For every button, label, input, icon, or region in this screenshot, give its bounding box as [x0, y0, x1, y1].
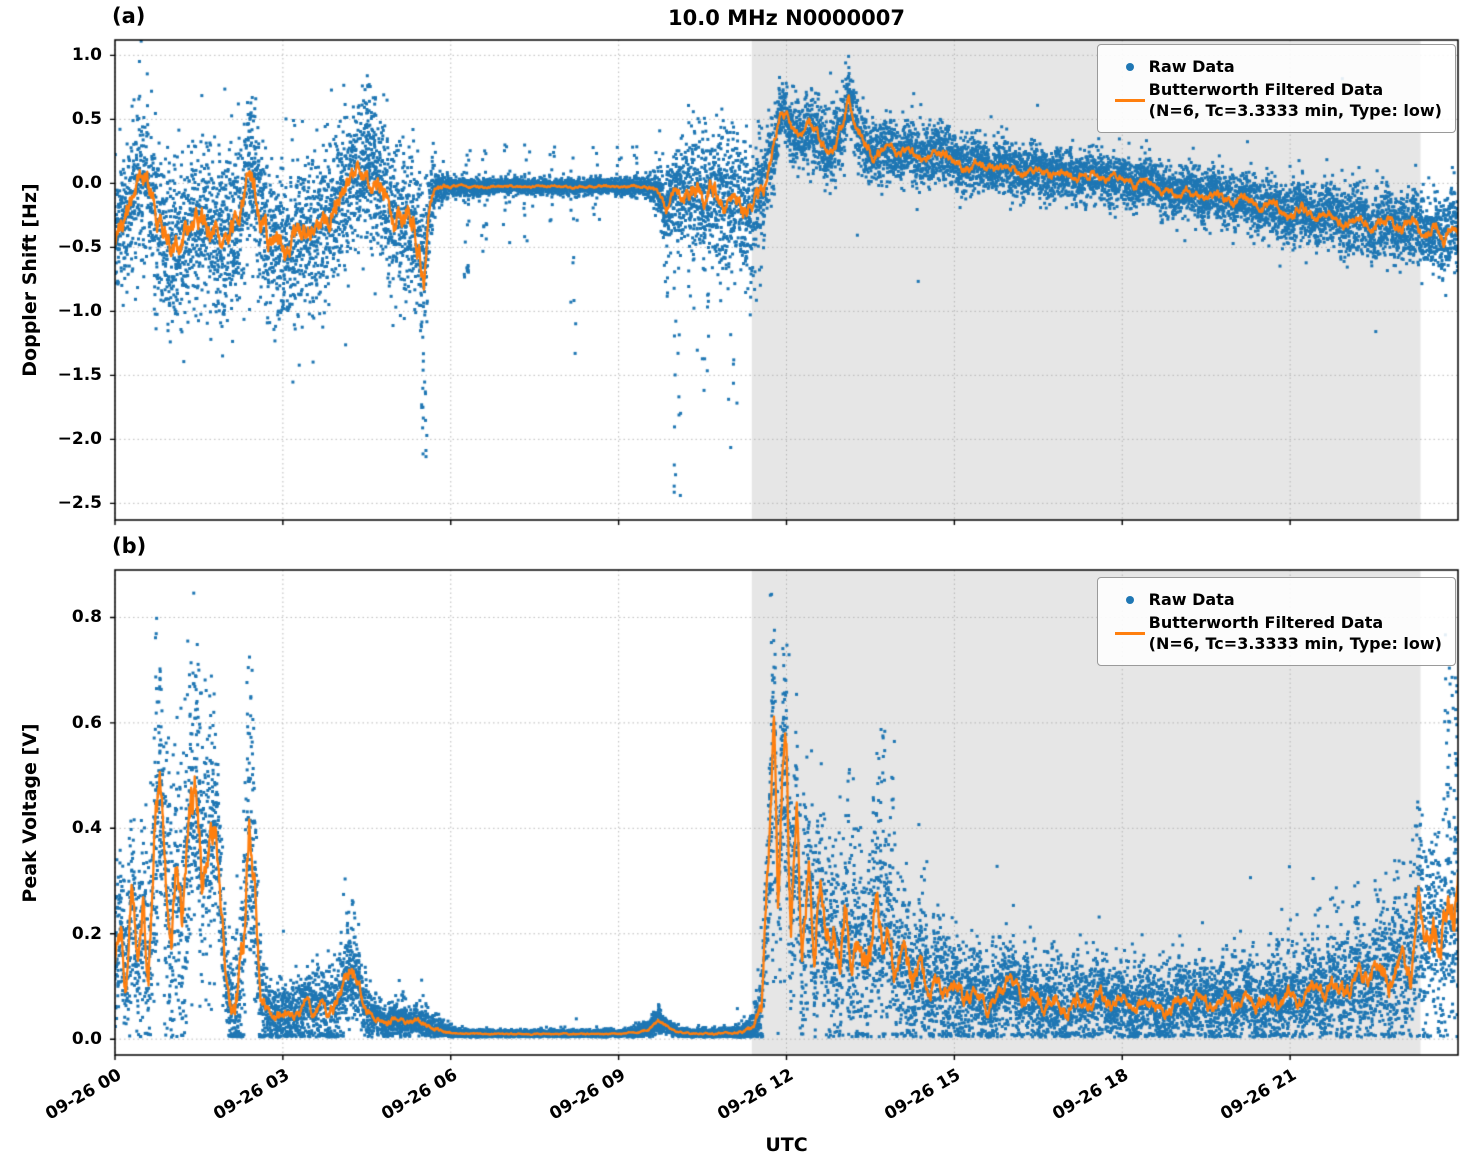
panel-a-label: (a) — [112, 4, 146, 28]
y-tick-label: −1.0 — [57, 301, 102, 322]
filtered-line-marker-icon — [1114, 631, 1145, 635]
legend-raw-label: Raw Data — [1148, 590, 1235, 609]
panel-a-y-axis-label: Doppler Shift [Hz] — [19, 183, 41, 377]
legend-entry-filtered: Butterworth Filtered Data (N=6, Tc=3.3333… — [1111, 79, 1442, 121]
filtered-line-marker-icon — [1114, 98, 1145, 102]
raw-data-marker-icon — [1125, 62, 1134, 71]
legend-filtered-text: Butterworth Filtered Data (N=6, Tc=3.3333… — [1149, 612, 1442, 654]
y-tick-label: 0.0 — [71, 1029, 102, 1050]
y-tick-label: 0.0 — [71, 173, 102, 194]
panel-b-y-axis-label: Peak Voltage [V] — [19, 723, 41, 903]
legend-filtered-text: Butterworth Filtered Data (N=6, Tc=3.3333… — [1149, 79, 1442, 121]
panel-b-label: (b) — [112, 534, 147, 558]
y-tick-label: 0.4 — [71, 818, 102, 839]
x-axis-label: UTC — [765, 1134, 808, 1156]
legend-filtered-params: (N=6, Tc=3.3333 min, Type: low) — [1148, 101, 1442, 120]
legend-raw-label: Raw Data — [1148, 57, 1235, 76]
legend-entry-raw: Raw Data — [1111, 589, 1442, 610]
y-tick-label: −2.0 — [57, 429, 102, 450]
legend-entry-raw: Raw Data — [1111, 56, 1442, 77]
y-tick-label: −1.5 — [57, 365, 102, 386]
y-tick-label: −0.5 — [57, 237, 102, 258]
y-tick-label: 1.0 — [71, 45, 102, 66]
figure-title: 10.0 MHz N0000007 — [668, 6, 905, 30]
y-tick-label: 0.8 — [71, 607, 102, 628]
legend-filtered-params: (N=6, Tc=3.3333 min, Type: low) — [1148, 634, 1442, 653]
raw-data-marker-icon — [1125, 595, 1134, 604]
y-tick-label: 0.6 — [71, 712, 102, 733]
legend-filtered-label: Butterworth Filtered Data — [1148, 80, 1384, 99]
y-tick-label: 0.5 — [71, 109, 102, 130]
y-tick-label: −2.5 — [57, 493, 102, 514]
legend-entry-filtered: Butterworth Filtered Data (N=6, Tc=3.3333… — [1111, 612, 1442, 654]
y-tick-label: 0.2 — [71, 923, 102, 944]
legend-panel-b: Raw Data Butterworth Filtered Data (N=6, … — [1096, 577, 1456, 666]
legend-filtered-label: Butterworth Filtered Data — [1148, 613, 1384, 632]
legend-panel-a: Raw Data Butterworth Filtered Data (N=6, … — [1096, 44, 1456, 133]
